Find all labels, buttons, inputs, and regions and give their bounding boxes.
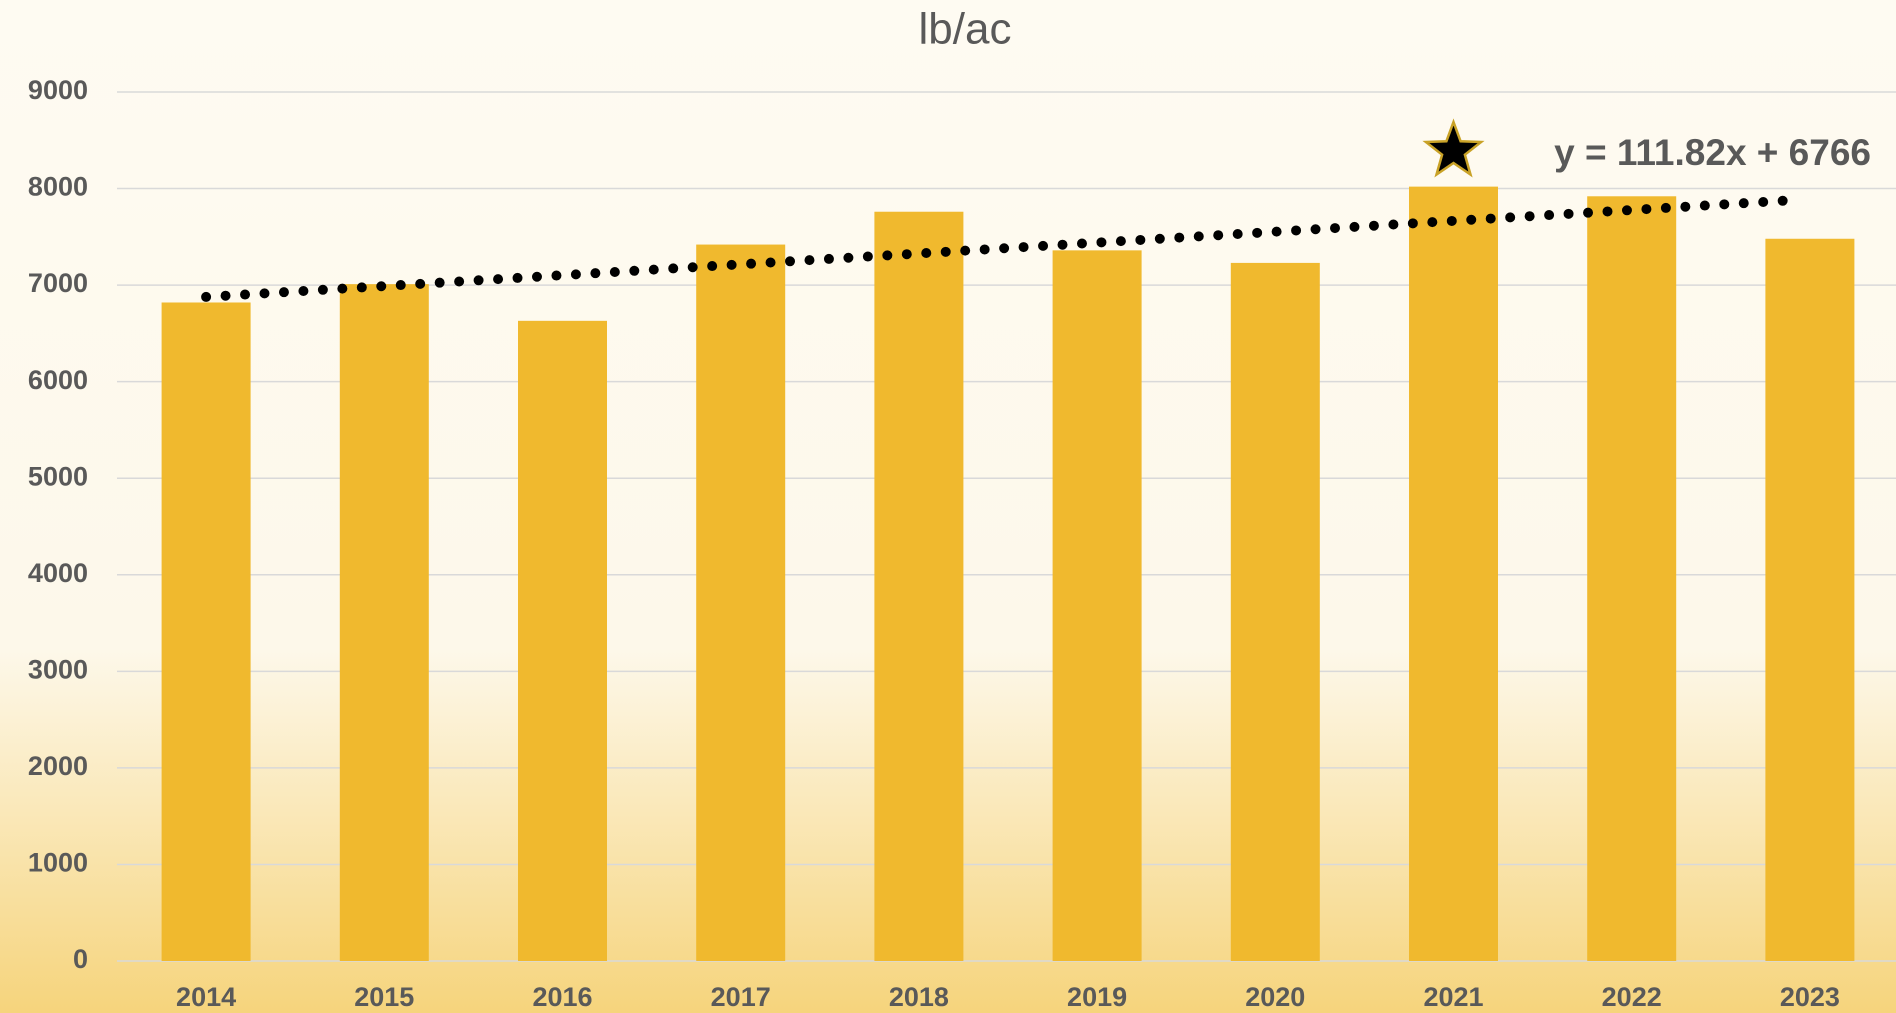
y-tick-label: 5000 <box>28 461 88 491</box>
bar <box>1230 262 1320 961</box>
x-tick-label: 2017 <box>711 982 771 1012</box>
y-tick-label: 8000 <box>28 172 88 202</box>
x-tick-label: 2021 <box>1423 982 1483 1012</box>
bar <box>339 284 429 961</box>
y-tick-label: 2000 <box>28 751 88 781</box>
y-tick-label: 9000 <box>28 75 88 105</box>
bar <box>1765 238 1855 961</box>
y-tick-label: 3000 <box>28 654 88 684</box>
x-tick-label: 2023 <box>1780 982 1840 1012</box>
y-tick-label: 7000 <box>28 268 88 298</box>
x-tick-label: 2014 <box>176 982 236 1012</box>
y-tick-label: 6000 <box>28 365 88 395</box>
x-tick-label: 2018 <box>889 982 949 1012</box>
x-tick-label: 2019 <box>1067 982 1127 1012</box>
bar <box>518 320 607 961</box>
x-tick-label: 2016 <box>532 982 592 1012</box>
x-tick-label: 2015 <box>354 982 414 1012</box>
bar <box>161 302 251 962</box>
bar <box>1052 250 1142 962</box>
y-tick-label: 1000 <box>28 848 88 878</box>
trendline-label: y = 111.82x + 6766 <box>1554 132 1871 173</box>
bar <box>1409 186 1498 961</box>
bar <box>874 211 964 961</box>
x-tick-label: 2022 <box>1602 982 1662 1012</box>
trendline <box>201 194 1805 302</box>
bar <box>696 244 786 961</box>
y-tick-label: 4000 <box>28 558 88 588</box>
y-tick-label: 0 <box>73 944 88 974</box>
bar <box>1587 196 1677 961</box>
highlight-star <box>1422 118 1485 178</box>
x-tick-label: 2020 <box>1245 982 1305 1012</box>
chart-title: lb/ac <box>919 5 1012 54</box>
